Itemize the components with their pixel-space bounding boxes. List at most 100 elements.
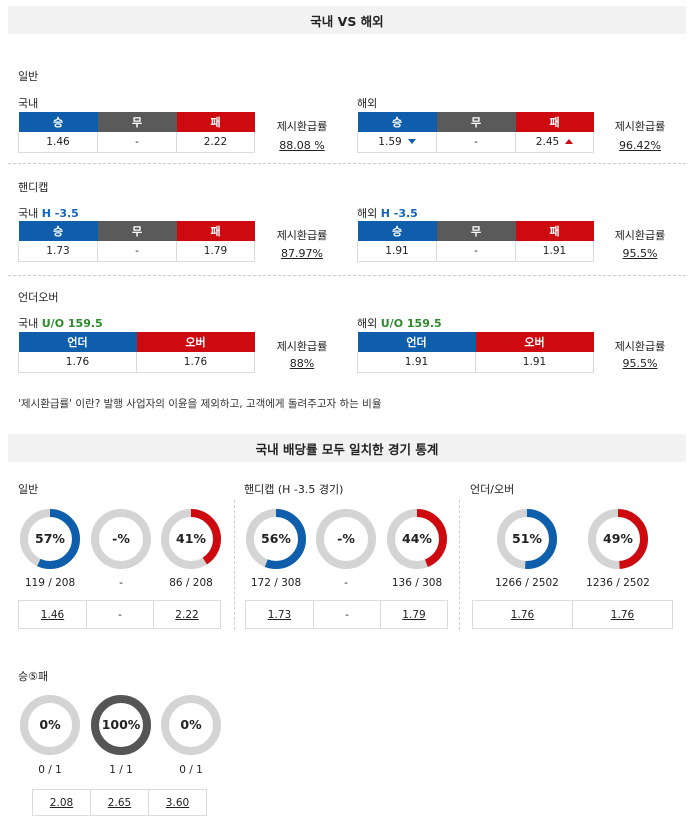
- loss-odds: 2.45: [515, 132, 594, 153]
- general-foreign-return-label: 제시환급률: [614, 120, 666, 133]
- donut-arc: [20, 509, 80, 569]
- donut-percent-label: 57%: [35, 531, 65, 546]
- ou-foreign-return-label: 제시환급률: [614, 340, 666, 353]
- loss-header: 패: [176, 112, 255, 132]
- donut-arc: [161, 509, 221, 569]
- donut-track: [161, 695, 221, 755]
- donut-arc: [497, 509, 557, 569]
- divider: [234, 500, 235, 630]
- draw-header: 무: [436, 221, 516, 241]
- donut-count: 86 / 208: [169, 577, 213, 589]
- donut-count: 136 / 308: [391, 577, 443, 589]
- stats-header: 국내 배당률 모두 일치한 경기 통계: [8, 434, 686, 462]
- loss-odds: 2.22: [153, 600, 221, 629]
- donut-count: 1236 / 2502: [586, 577, 650, 589]
- ou-domestic-return-label: 제시환급률: [276, 340, 328, 353]
- general-foreign-odds-table: 승 무 패 1.59 - 2.45: [357, 112, 594, 153]
- donut-percent-label: -%: [112, 531, 130, 546]
- stats-ou-title: 언더/오버: [470, 483, 515, 496]
- win-odds: 1.46: [18, 132, 98, 153]
- stats-general-donut: [19, 508, 81, 570]
- under-odds: 1.76: [472, 600, 573, 629]
- ou-domestic-odds-table: 언더 오버 1.76 1.76: [18, 332, 255, 373]
- donut-percent-label: -%: [337, 531, 355, 546]
- arrow-up-icon: [565, 139, 574, 145]
- general-foreign-return-rate: 96.42%: [619, 139, 661, 152]
- stats-handicap-donut: [386, 508, 448, 570]
- loss-odds: 2.22: [176, 132, 255, 153]
- win-odds: 2.08: [32, 789, 91, 816]
- handicap-section-title: 핸디캡: [18, 181, 49, 194]
- handicap-domestic-caption: 국내 H -3.5: [18, 207, 79, 220]
- win-odds: 1.46: [18, 600, 87, 629]
- handicap-domestic-odds-table: 승 무 패 1.73 - 1.79: [18, 221, 255, 262]
- donut-track: [316, 509, 376, 569]
- stats-general-donut: [160, 508, 222, 570]
- stats-general-odds: 1.46 - 2.22: [18, 600, 221, 629]
- loss-odds: 1.79: [176, 241, 255, 262]
- win-odds: 1.73: [18, 241, 98, 262]
- donut-track: [91, 509, 151, 569]
- donut-percent-label: 56%: [261, 531, 291, 546]
- stats-handicap-donut: [315, 508, 377, 570]
- donut-arc: [246, 509, 306, 569]
- general-domestic-caption: 국내: [18, 97, 39, 110]
- draw-odds: -: [313, 600, 381, 629]
- stats-handicap-donut: [245, 508, 307, 570]
- draw-header: 무: [97, 112, 177, 132]
- donut-arc: [588, 509, 648, 569]
- draw-odds: -: [436, 241, 516, 262]
- loss-odds: 3.60: [148, 789, 207, 816]
- stats-general-title: 일반: [18, 483, 39, 496]
- under-odds: 1.76: [18, 352, 137, 373]
- stats-handicap-odds: 1.73 - 1.79: [245, 600, 448, 629]
- win-header: 승: [18, 112, 98, 132]
- under-odds: 1.91: [357, 352, 476, 373]
- stats-win5-donut: [19, 694, 81, 756]
- loss-header: 패: [515, 112, 594, 132]
- donut-arc: [387, 509, 447, 569]
- divider: [8, 163, 686, 164]
- stats-ou-donut: [496, 508, 558, 570]
- general-domestic-return-rate: 88.08 %: [279, 139, 325, 152]
- over-odds: 1.91: [475, 352, 594, 373]
- handicap-domestic-return-label: 제시환급률: [276, 229, 328, 242]
- donut-count: 0 / 1: [38, 764, 62, 776]
- handicap-foreign-caption: 해외 H -3.5: [357, 207, 418, 220]
- draw-odds: -: [97, 241, 177, 262]
- general-domestic-return-label: 제시환급률: [276, 120, 328, 133]
- loss-odds: 1.79: [380, 600, 448, 629]
- win-header: 승: [18, 221, 98, 241]
- win-odds: 1.59: [357, 132, 437, 153]
- handicap-foreign-return-rate: 95.5%: [622, 247, 658, 260]
- draw-odds: -: [97, 132, 177, 153]
- general-foreign-caption: 해외: [357, 97, 378, 110]
- over-header: 오버: [475, 332, 594, 352]
- donut-percent-label: 41%: [176, 531, 206, 546]
- comparison-header: 국내 VS 해외: [8, 6, 686, 34]
- stats-handicap-title: 핸디캡 (H -3.5 경기): [244, 483, 344, 496]
- donut-track: [20, 695, 80, 755]
- donut-count: -: [344, 577, 348, 589]
- general-section-title: 일반: [18, 70, 39, 83]
- loss-header: 패: [176, 221, 255, 241]
- win-header: 승: [357, 221, 437, 241]
- donut-percent-label: 0%: [39, 717, 61, 732]
- stats-win5-odds: 2.08 2.65 3.60: [32, 789, 207, 816]
- ou-section-title: 언더오버: [18, 291, 59, 304]
- donut-count: 119 / 208: [24, 577, 76, 589]
- under-header: 언더: [357, 332, 476, 352]
- donut-count: 1266 / 2502: [495, 577, 559, 589]
- stats-general-donut: [90, 508, 152, 570]
- ou-domestic-return-rate: 88%: [289, 357, 315, 370]
- draw-header: 무: [436, 112, 516, 132]
- handicap-domestic-return-rate: 87.97%: [281, 247, 323, 260]
- divider: [459, 500, 460, 630]
- donut-arc: [91, 695, 151, 755]
- over-header: 오버: [136, 332, 255, 352]
- divider: [8, 275, 686, 276]
- donut-percent-label: 44%: [402, 531, 432, 546]
- stats-win5-donut: [90, 694, 152, 756]
- draw-header: 무: [97, 221, 177, 241]
- donut-count: -: [119, 577, 123, 589]
